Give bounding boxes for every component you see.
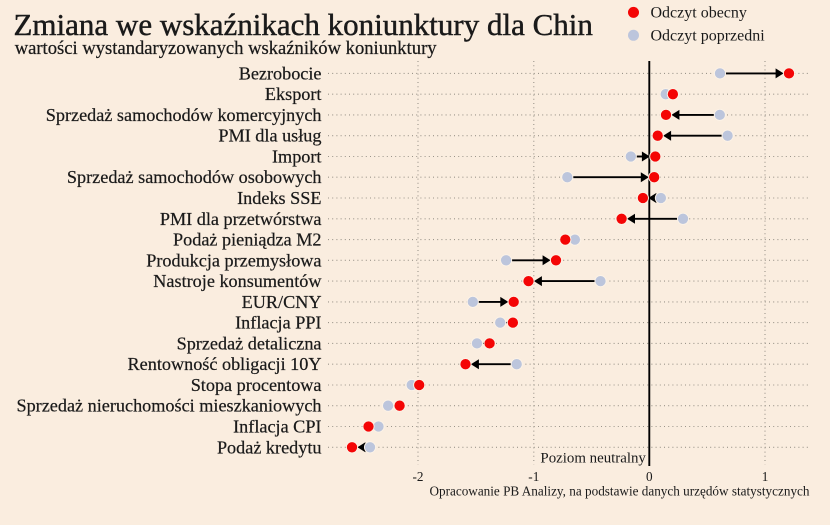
svg-text:wartości wystandaryzowanych ws: wartości wystandaryzowanych wskaźników k… [15, 38, 438, 59]
svg-text:Podaż pieniądza M2: Podaż pieniądza M2 [173, 230, 321, 250]
svg-text:Sprzedaż samochodów osobowych: Sprzedaż samochodów osobowych [67, 167, 322, 187]
svg-text:Sprzedaż detaliczna: Sprzedaż detaliczna [177, 333, 322, 353]
svg-text:Import: Import [272, 147, 322, 167]
svg-text:Sprzedaż nieruchomości mieszka: Sprzedaż nieruchomości mieszkaniowych [16, 396, 321, 416]
svg-text:0: 0 [646, 469, 653, 484]
svg-text:Poziom neutralny: Poziom neutralny [540, 450, 646, 466]
svg-text:Zmiana we wskaźnikach koniunkt: Zmiana we wskaźnikach koniunktury dla Ch… [14, 7, 594, 42]
svg-text:Bezrobocie: Bezrobocie [239, 63, 322, 83]
svg-text:PMI dla usług: PMI dla usług [218, 126, 321, 146]
svg-text:PMI dla przetwórstwa: PMI dla przetwórstwa [160, 209, 322, 229]
svg-text:Odczyt poprzedni: Odczyt poprzedni [651, 28, 766, 45]
svg-text:Podaż kredytu: Podaż kredytu [217, 437, 322, 457]
svg-text:Rentowność obligacji 10Y: Rentowność obligacji 10Y [128, 354, 322, 374]
svg-text:Indeks SSE: Indeks SSE [237, 188, 321, 208]
svg-text:-2: -2 [413, 469, 424, 484]
svg-text:EUR/CNY: EUR/CNY [242, 292, 322, 312]
svg-text:Odczyt obecny: Odczyt obecny [651, 5, 747, 22]
svg-text:Opracowanie PB Analizy, na pod: Opracowanie PB Analizy, na podstawie dan… [429, 484, 809, 499]
svg-text:-1: -1 [528, 469, 539, 484]
svg-text:Inflacja PPI: Inflacja PPI [235, 313, 321, 333]
svg-text:Inflacja CPI: Inflacja CPI [233, 417, 321, 437]
svg-text:Eksport: Eksport [265, 84, 322, 104]
svg-text:Sprzedaż samochodów komercyjny: Sprzedaż samochodów komercyjnych [46, 105, 322, 125]
svg-text:Nastroje konsumentów: Nastroje konsumentów [153, 271, 322, 291]
svg-text:Produkcja przemysłowa: Produkcja przemysłowa [146, 250, 321, 270]
svg-text:Stopa procentowa: Stopa procentowa [191, 375, 322, 395]
svg-text:1: 1 [762, 469, 769, 484]
